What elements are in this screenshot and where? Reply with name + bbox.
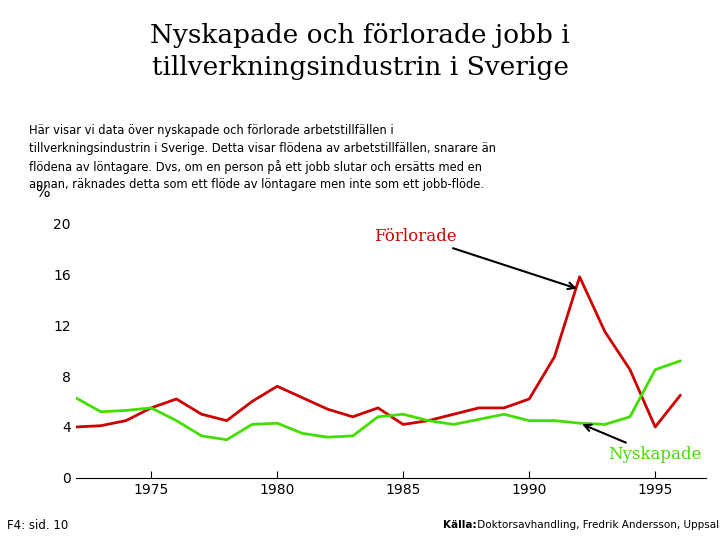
Text: Förlorade: Förlorade xyxy=(374,227,575,289)
Text: %: % xyxy=(35,185,49,200)
Text: Källa:: Källa: xyxy=(443,520,477,530)
Text: Här visar vi data över nyskapade och förlorade arbetstillfällen i
tillverkningsi: Här visar vi data över nyskapade och för… xyxy=(29,124,496,191)
Text: Nyskapade: Nyskapade xyxy=(585,424,702,463)
Text: F4: sid. 10: F4: sid. 10 xyxy=(7,518,68,532)
Text: Nyskapade och förlorade jobb i
tillverkningsindustrin i Sverige: Nyskapade och förlorade jobb i tillverkn… xyxy=(150,23,570,79)
Text: Doktorsavhandling, Fredrik Andersson, Uppsala, 200: Doktorsavhandling, Fredrik Andersson, Up… xyxy=(474,520,720,530)
